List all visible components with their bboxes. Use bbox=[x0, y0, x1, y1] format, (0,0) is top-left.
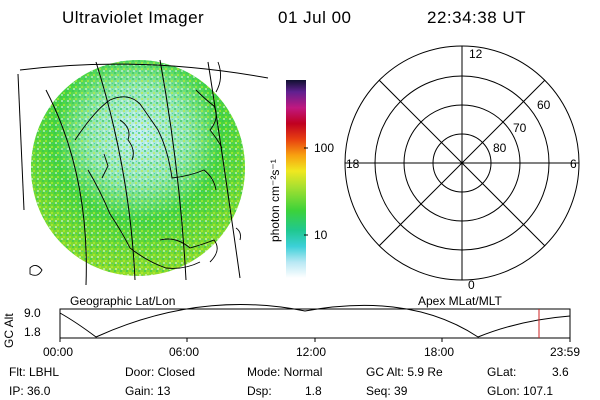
colorbar-unit-label: photon cm⁻²s⁻¹ bbox=[268, 159, 282, 242]
status-mode: Mode: Normal bbox=[247, 365, 323, 379]
status-glon: GLon: 107.1 bbox=[487, 384, 554, 398]
timeline-ylabel: GC Alt bbox=[2, 313, 16, 348]
status-glat-label: GLat: bbox=[487, 365, 517, 379]
timeline-xtick-1800: 18:00 bbox=[424, 345, 455, 359]
status-gain: Gain: 13 bbox=[125, 384, 171, 398]
colorbar-tick-100: 100 bbox=[314, 141, 335, 155]
mlt-label-12: 12 bbox=[469, 47, 483, 61]
status-gc-alt: GC Alt: 5.9 Re bbox=[366, 365, 443, 379]
time-label: 22:34:38 UT bbox=[427, 8, 527, 27]
lat-label-60: 60 bbox=[537, 98, 551, 112]
status-glat-value: 3.6 bbox=[552, 365, 569, 379]
timeline-xtick-0600: 06:00 bbox=[169, 345, 200, 359]
timeline-xtick-2359: 23:59 bbox=[550, 345, 581, 359]
timeline-ytick-high: 9.0 bbox=[24, 306, 41, 320]
timeline-xtick-0000: 00:00 bbox=[43, 345, 74, 359]
timeline-xtick-1200: 12:00 bbox=[296, 345, 327, 359]
colorbar bbox=[286, 80, 308, 278]
status-filter: Flt: LBHL bbox=[9, 365, 60, 379]
lat-label-70: 70 bbox=[513, 121, 527, 135]
mlt-label-0: 0 bbox=[468, 278, 475, 292]
mlt-label-6: 6 bbox=[570, 157, 577, 171]
mlt-label-18: 18 bbox=[346, 157, 360, 171]
geographic-grid bbox=[17, 59, 269, 286]
instrument-title: Ultraviolet Imager bbox=[62, 8, 205, 27]
status-dsp-value: 1.8 bbox=[305, 384, 322, 398]
status-seq: Seq: 39 bbox=[366, 384, 408, 398]
status-dsp-label: Dsp: bbox=[247, 384, 272, 398]
altitude-timeline bbox=[59, 304, 571, 342]
polar-caption: Apex MLat/MLT bbox=[418, 294, 502, 308]
date-label: 01 Jul 00 bbox=[278, 8, 352, 27]
status-ip: IP: 36.0 bbox=[9, 384, 51, 398]
timeline-ytick-low: 1.8 bbox=[24, 325, 41, 339]
polar-plot bbox=[344, 45, 580, 281]
lat-label-80: 80 bbox=[493, 141, 507, 155]
coastlines bbox=[29, 61, 241, 276]
geo-caption: Geographic Lat/Lon bbox=[70, 294, 176, 308]
colorbar-tick-10: 10 bbox=[314, 228, 328, 242]
status-door: Door: Closed bbox=[125, 365, 196, 379]
